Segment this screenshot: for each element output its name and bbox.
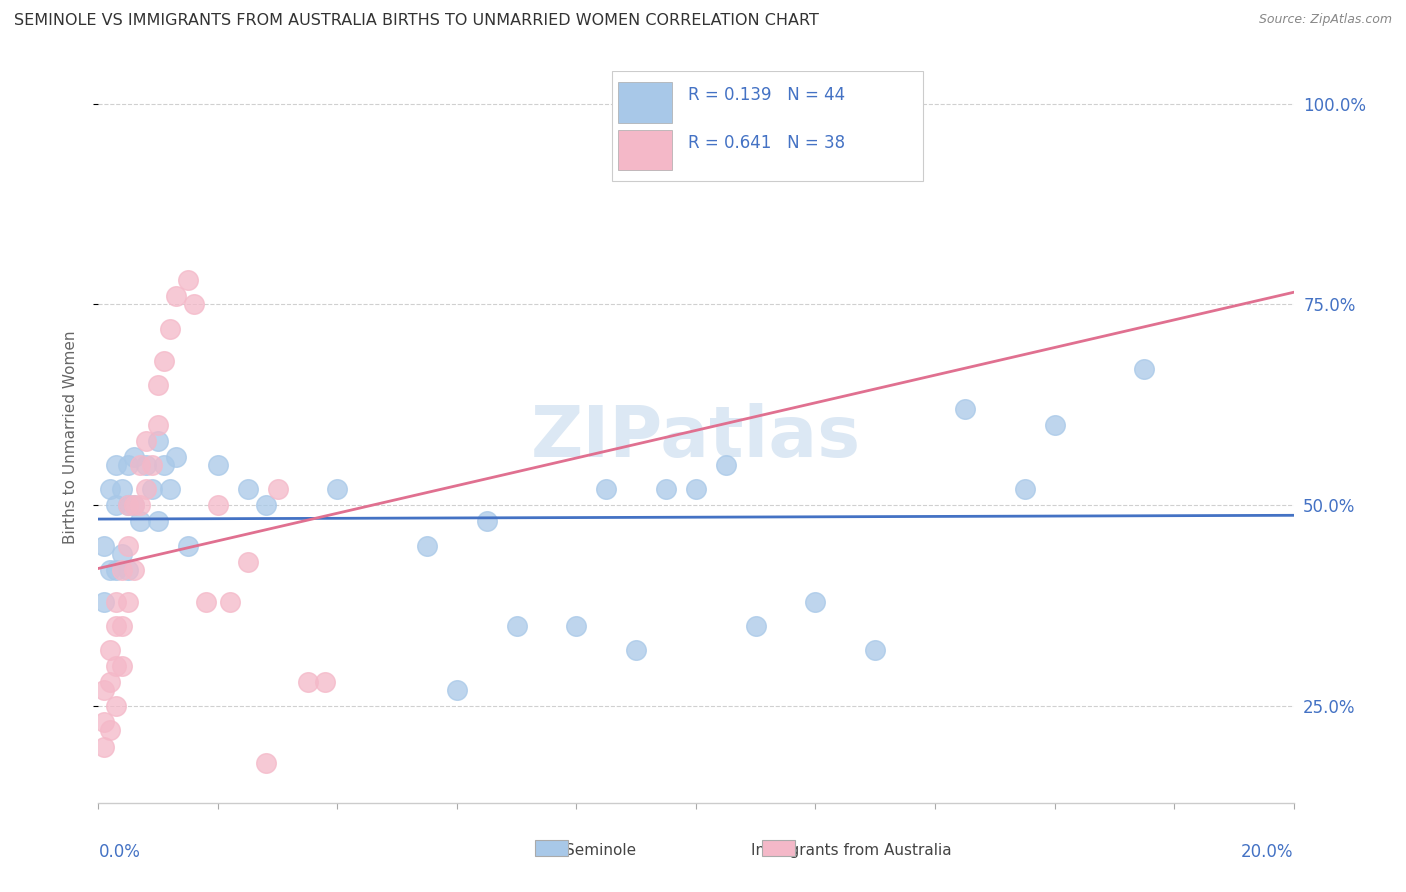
Point [506,619,529,633]
Point [254,756,277,770]
Point [159,483,181,497]
Point [297,675,319,690]
Point [1133,361,1156,376]
Text: 0.0%: 0.0% [98,843,141,861]
Point [1043,417,1066,432]
Point [148,377,170,392]
Point [165,450,187,465]
Point [148,434,170,449]
Point [655,483,678,497]
Point [219,595,242,609]
Point [177,539,200,553]
FancyBboxPatch shape [619,82,672,122]
Text: 20.0%: 20.0% [1241,843,1294,861]
Point [98,563,122,577]
Point [626,643,648,657]
Point [105,659,128,673]
Point [105,499,128,513]
Point [105,699,128,714]
Point [124,450,146,465]
Point [98,675,122,690]
Point [98,643,122,657]
Point [159,321,181,335]
Point [135,434,157,449]
Point [254,499,277,513]
Text: R = 0.139   N = 44: R = 0.139 N = 44 [688,87,845,104]
Point [105,563,128,577]
Point [326,483,349,497]
Point [117,499,139,513]
Point [93,595,115,609]
Point [595,483,617,497]
Point [141,458,163,473]
Point [446,683,468,698]
Point [475,515,498,529]
Point [93,683,115,698]
Text: R = 0.641   N = 38: R = 0.641 N = 38 [688,134,845,152]
Point [267,483,290,497]
Point [98,483,122,497]
Point [865,643,887,657]
Point [105,619,128,633]
Point [148,417,170,432]
FancyBboxPatch shape [534,840,568,856]
Point [129,515,152,529]
Point [93,715,115,730]
Point [153,353,176,368]
Point [236,483,259,497]
Point [93,539,115,553]
Point [124,563,146,577]
Point [141,483,163,497]
Point [416,539,439,553]
Point [195,595,218,609]
Y-axis label: Births to Unmarried Women: Births to Unmarried Women [63,330,77,544]
Point [153,458,176,473]
Point [135,483,157,497]
Point [117,539,139,553]
Text: SEMINOLE VS IMMIGRANTS FROM AUSTRALIA BIRTHS TO UNMARRIED WOMEN CORRELATION CHAR: SEMINOLE VS IMMIGRANTS FROM AUSTRALIA BI… [14,13,818,29]
Text: Immigrants from Australia: Immigrants from Australia [751,843,952,858]
Point [105,458,128,473]
Text: Source: ZipAtlas.com: Source: ZipAtlas.com [1258,13,1392,27]
Point [111,619,134,633]
Point [111,483,134,497]
Point [117,563,139,577]
Point [165,289,187,303]
Text: ZIPatlas: ZIPatlas [531,402,860,472]
Point [129,499,152,513]
Point [93,739,115,754]
Point [111,547,134,561]
Point [117,458,139,473]
Point [953,401,976,416]
Point [183,297,205,311]
FancyBboxPatch shape [613,71,922,181]
Point [98,723,122,738]
FancyBboxPatch shape [762,840,796,856]
Point [565,619,588,633]
Point [129,458,152,473]
Point [1014,483,1036,497]
Point [236,555,259,569]
Point [207,499,229,513]
Point [124,499,146,513]
Point [714,458,737,473]
Point [135,458,157,473]
Point [207,458,229,473]
Point [124,499,146,513]
Point [105,595,128,609]
Point [117,595,139,609]
Point [111,563,134,577]
Text: Seminole: Seminole [565,843,636,858]
Point [148,515,170,529]
Point [111,659,134,673]
Point [177,273,200,287]
Point [804,595,827,609]
Point [315,675,337,690]
Point [117,499,139,513]
FancyBboxPatch shape [619,130,672,170]
Point [745,619,768,633]
Point [685,483,707,497]
